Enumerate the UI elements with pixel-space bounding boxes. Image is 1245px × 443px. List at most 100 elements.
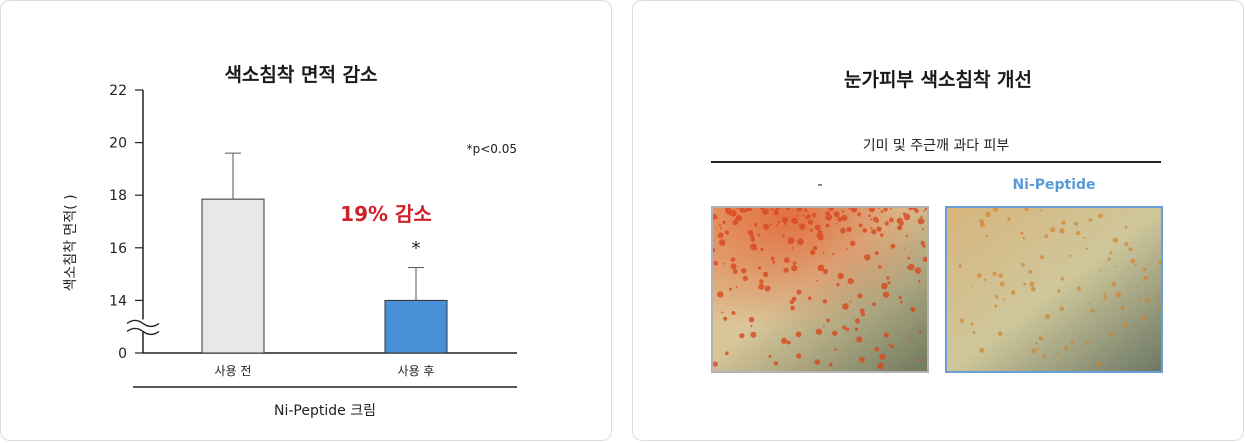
y-tick-label: 22 (109, 83, 127, 99)
chart-card: 색소침착 면적 감소 색소침착 면적( ) 22 20 18 16 14 0 사용 전 사용 … (0, 0, 612, 441)
pigment-spot (1020, 262, 1022, 264)
pigment-spot (828, 208, 835, 212)
pigment-spot (903, 247, 905, 249)
pigment-spot (1064, 346, 1069, 351)
pigment-spot (1039, 209, 1042, 212)
pigment-spot (1111, 281, 1117, 287)
pigment-spot (1112, 237, 1119, 243)
pigment-spot (769, 223, 773, 226)
pigment-spot (718, 223, 721, 226)
pigment-spot (713, 260, 719, 266)
pigment-spot (730, 257, 736, 262)
panel-subtitle: 기미 및 주근깨 과다 피부 (862, 138, 1010, 154)
pigment-spot (887, 281, 891, 285)
pigment-spot (805, 216, 809, 220)
column-label-before: - (817, 177, 823, 193)
pigment-spot (999, 281, 1005, 287)
pigment-spot (1158, 260, 1161, 265)
pigment-spot (758, 283, 765, 290)
pigment-spot (1060, 277, 1064, 281)
pigment-spot (791, 247, 794, 250)
pigment-spot (782, 216, 788, 223)
pigment-spot (816, 279, 818, 282)
pigment-spot (879, 353, 886, 360)
pigment-spot (764, 223, 766, 226)
pigment-spot (1035, 341, 1038, 345)
pigment-spot (983, 278, 987, 281)
pigment-spot (1076, 286, 1081, 291)
pigment-spot (920, 219, 925, 224)
pigment-spot (790, 305, 795, 311)
before-skin-photo (711, 206, 929, 373)
pigment-spot (1021, 263, 1025, 267)
pigment-spot (970, 322, 974, 326)
pigment-spot (922, 244, 926, 248)
pigment-spot (871, 229, 877, 235)
pigment-spot (1036, 347, 1039, 351)
pigment-spot (874, 346, 879, 352)
pigment-spot (745, 208, 751, 212)
pigment-spot (1141, 315, 1147, 321)
bar (384, 299, 448, 354)
pigment-spot (773, 210, 779, 216)
pigment-spot (837, 272, 844, 280)
pigment-spot (822, 251, 825, 254)
pigment-spot (846, 226, 852, 232)
pigment-spot (883, 208, 888, 212)
pigment-spot (1130, 258, 1136, 264)
pigment-spot (902, 212, 907, 216)
pigment-spot (802, 215, 805, 217)
axis-break-mark (126, 327, 160, 336)
pigment-spot (809, 249, 816, 256)
pigment-spot (888, 217, 894, 223)
pigment-spot (980, 222, 985, 228)
x-tick-label: 사용 전 (215, 364, 252, 378)
pigment-spot (870, 227, 873, 230)
pigment-spot (758, 266, 762, 270)
significance-note: *p<0.05 (467, 142, 517, 156)
pigment-spot (717, 291, 724, 298)
pigment-spot (1059, 306, 1064, 312)
pigment-spot (753, 246, 758, 251)
pigment-spot (1109, 331, 1114, 337)
pigment-spot (842, 303, 849, 310)
pigment-spot (822, 268, 829, 274)
pigment-spot (1020, 231, 1024, 235)
pigment-spot (781, 337, 788, 344)
pigment-spot (1155, 294, 1159, 298)
pigment-spot (776, 223, 779, 226)
pigment-spot (1055, 352, 1059, 355)
y-tick-label: 14 (109, 293, 127, 309)
pigment-spot (735, 286, 738, 288)
pigment-spot (757, 233, 761, 237)
pigment-spot (836, 223, 839, 225)
pigment-spot (857, 293, 863, 299)
pigment-spot (881, 282, 888, 290)
x-tick-label: 사용 후 (398, 364, 435, 378)
pigment-spot (1028, 270, 1033, 274)
pigment-spot (717, 232, 724, 239)
pigment-spot (1074, 221, 1079, 226)
pigment-spot (825, 223, 830, 228)
pigment-spot (920, 358, 923, 362)
pigment-spot (1109, 251, 1113, 255)
pigment-spot (856, 336, 863, 343)
pigment-spot (1069, 254, 1072, 257)
pigment-spot (816, 232, 824, 239)
pigment-spot (1156, 340, 1159, 343)
pigment-spot (1042, 354, 1047, 358)
pigment-spot (776, 208, 780, 210)
pigment-spot (888, 343, 891, 346)
pigment-spot (1085, 247, 1088, 250)
pigment-spot (797, 238, 804, 246)
pigment-spot (910, 306, 916, 312)
pigment-spot (864, 254, 871, 261)
pigment-spot (826, 318, 830, 323)
pigment-spot (845, 327, 850, 332)
pigment-spot (760, 247, 764, 252)
bar (201, 198, 265, 354)
photo-card: 눈가피부 색소침착 개선 기미 및 주근깨 과다 피부 - Ni-Peptide (632, 0, 1244, 441)
y-tick-label: 18 (109, 188, 127, 204)
pigment-spot (777, 220, 780, 224)
pigment-spot (920, 240, 925, 246)
